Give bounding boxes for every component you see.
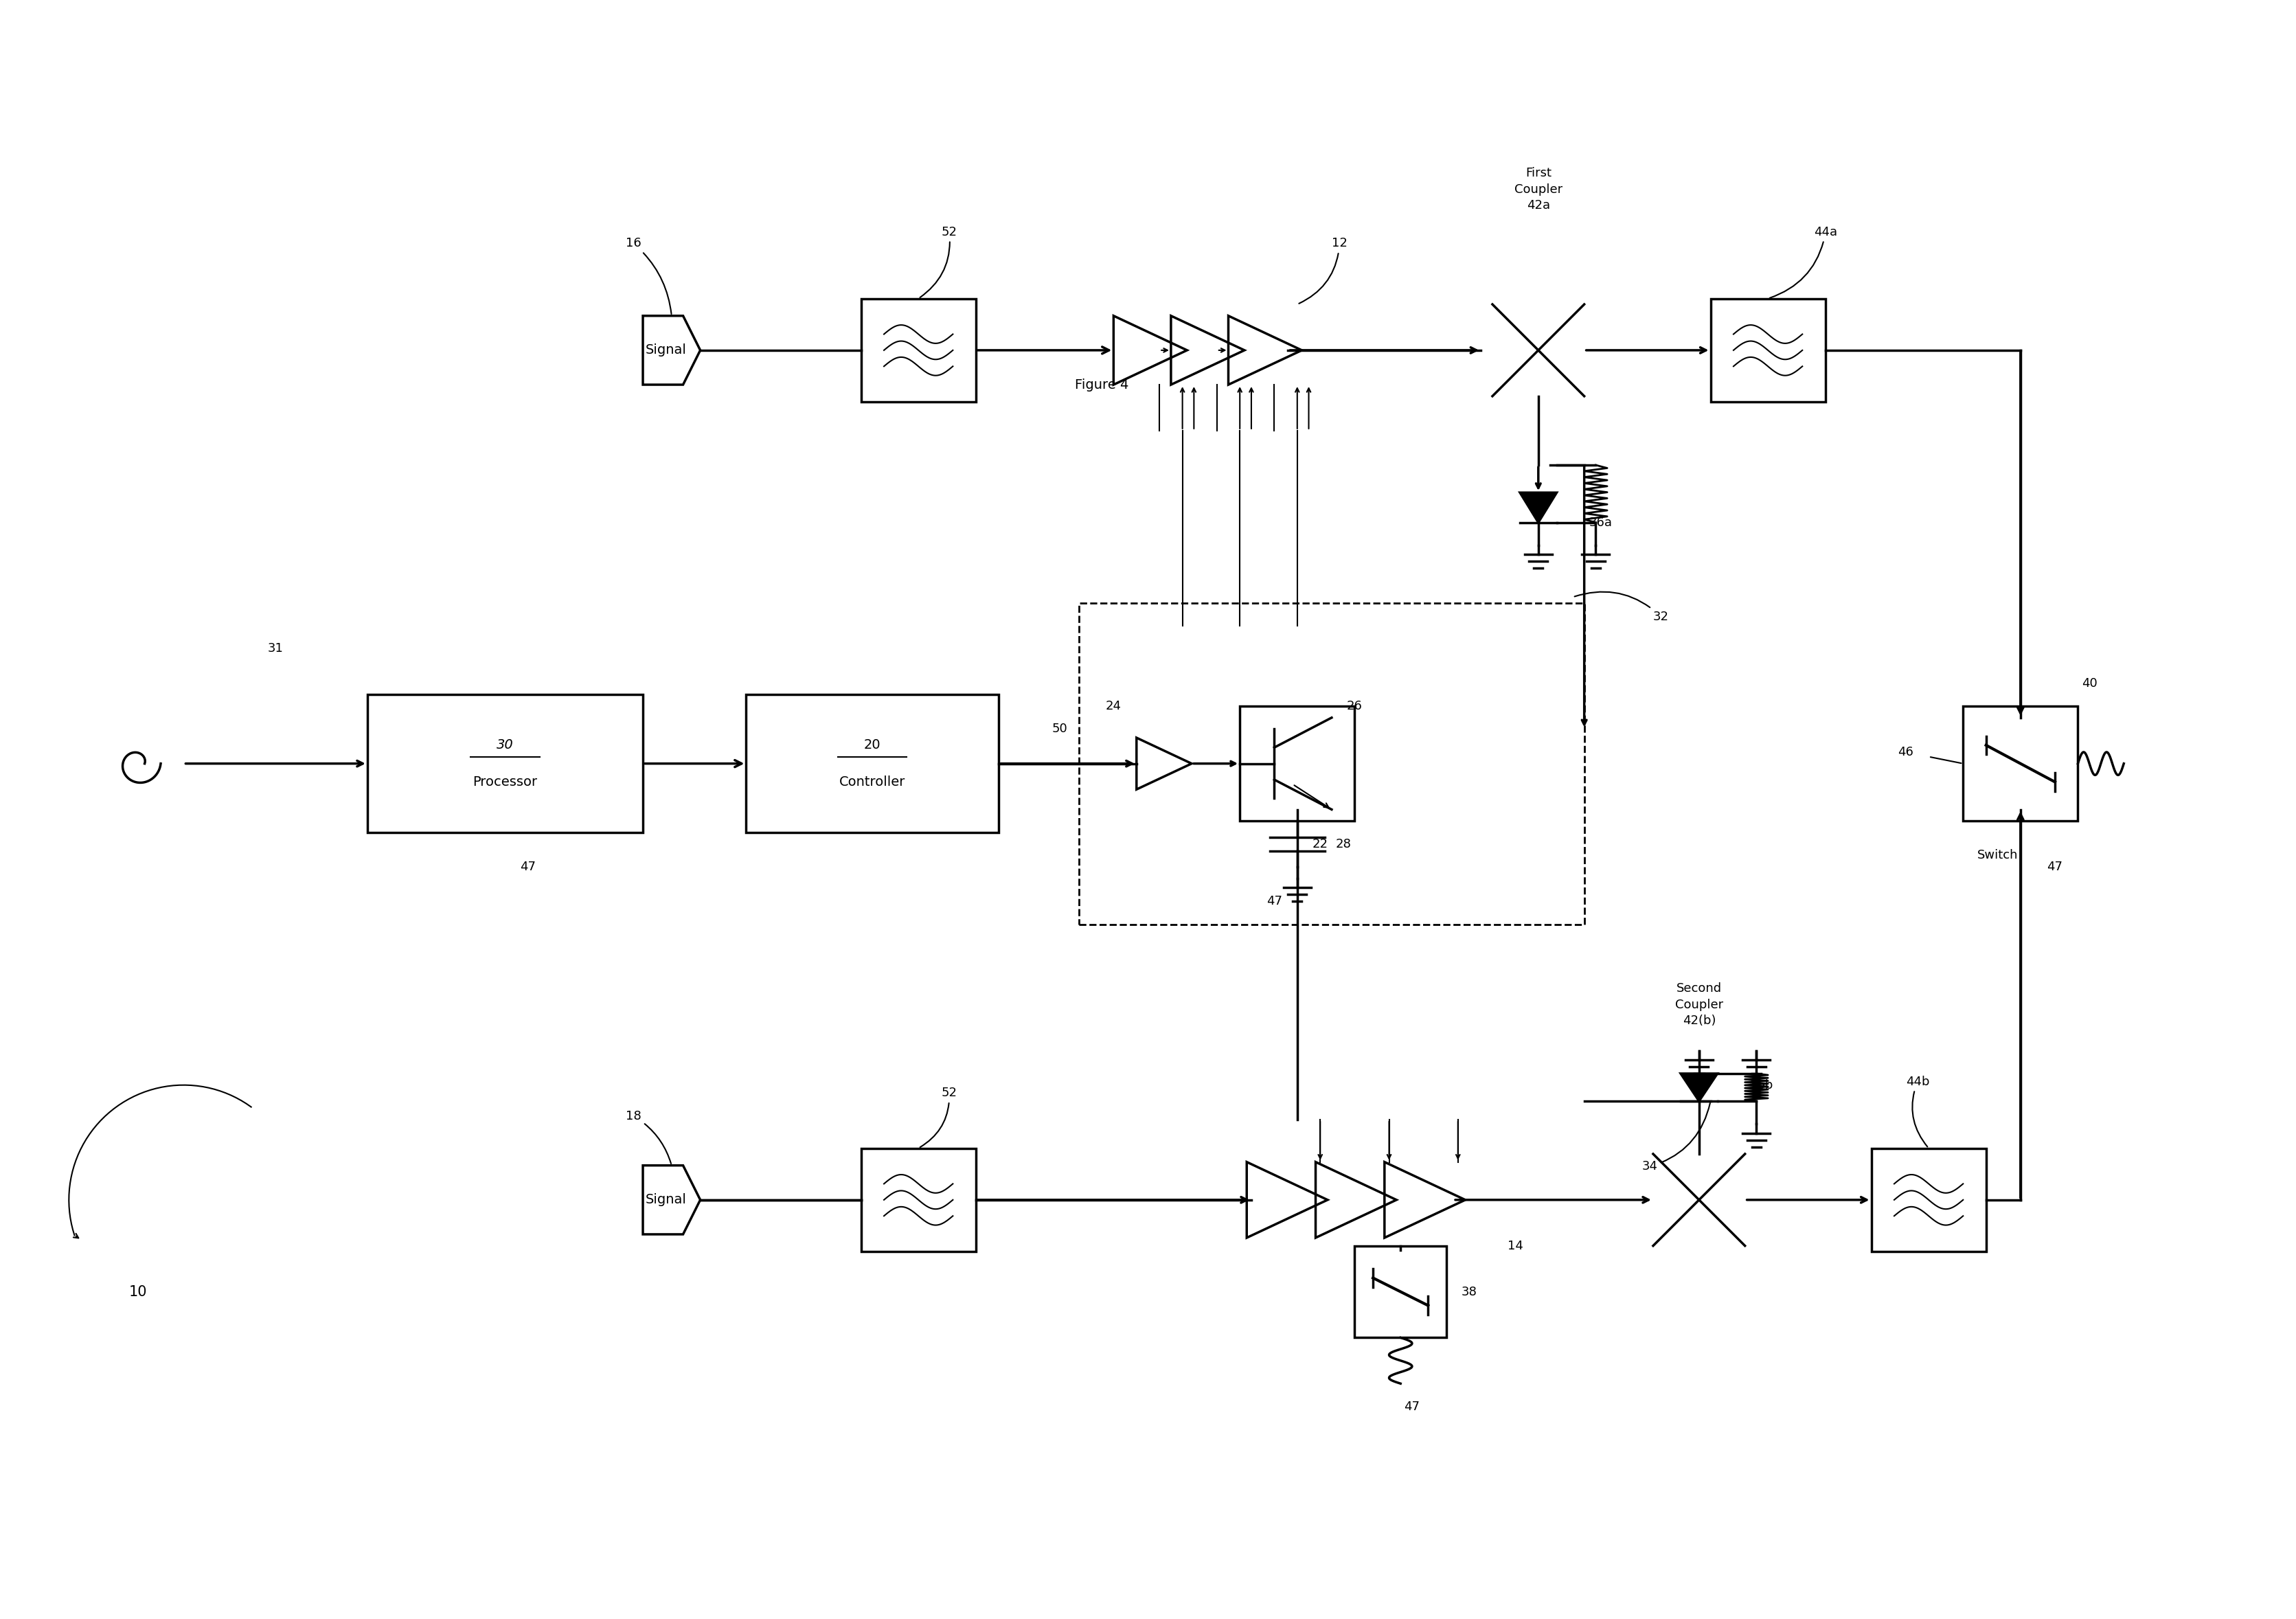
Text: Signal: Signal — [645, 343, 687, 356]
Text: 20: 20 — [863, 738, 882, 751]
Text: 26: 26 — [1348, 699, 1362, 712]
Polygon shape — [643, 316, 700, 385]
Bar — [1711, 298, 1825, 402]
Text: Controller: Controller — [840, 776, 905, 788]
Text: 47: 47 — [521, 861, 535, 873]
Text: Processor: Processor — [473, 776, 537, 788]
Text: 18: 18 — [625, 1111, 670, 1164]
Text: 24: 24 — [1107, 699, 1120, 712]
Text: First
Coupler
42a: First Coupler 42a — [1515, 167, 1561, 212]
Bar — [861, 298, 976, 402]
Text: 30: 30 — [496, 738, 514, 751]
Text: 50: 50 — [1052, 724, 1068, 735]
Bar — [1079, 602, 1584, 924]
Text: 38: 38 — [1463, 1285, 1476, 1298]
Text: 46: 46 — [1899, 746, 1913, 758]
Text: 44b: 44b — [1906, 1075, 1929, 1146]
Text: 10: 10 — [129, 1285, 147, 1298]
Text: 22: 22 — [1313, 837, 1327, 850]
Text: Switch: Switch — [1977, 850, 2018, 861]
Bar — [1963, 706, 2078, 821]
Bar — [746, 695, 999, 832]
Polygon shape — [643, 1166, 700, 1234]
Text: 36b: 36b — [1750, 1078, 1773, 1091]
Text: Signal: Signal — [645, 1193, 687, 1206]
Polygon shape — [1681, 1073, 1717, 1101]
Text: 28: 28 — [1336, 837, 1350, 850]
Text: 47: 47 — [2048, 861, 2062, 873]
Text: 31: 31 — [269, 643, 282, 656]
Text: 12: 12 — [1300, 238, 1348, 303]
Text: 44a: 44a — [1770, 225, 1837, 298]
Polygon shape — [1520, 492, 1557, 523]
Text: 34: 34 — [1642, 1103, 1711, 1172]
Text: Second
Coupler
42(b): Second Coupler 42(b) — [1676, 983, 1722, 1026]
Text: 32: 32 — [1575, 593, 1669, 623]
Text: 47: 47 — [1267, 895, 1281, 908]
Text: 40: 40 — [2082, 677, 2096, 690]
Bar — [1871, 1148, 1986, 1251]
Text: 36a: 36a — [1589, 516, 1612, 529]
Text: 14: 14 — [1508, 1240, 1522, 1251]
Text: Figure 4: Figure 4 — [1075, 379, 1130, 392]
Bar — [861, 1148, 976, 1251]
Text: 16: 16 — [625, 238, 670, 314]
Bar — [1240, 706, 1355, 821]
Bar — [367, 695, 643, 832]
Text: 47: 47 — [1405, 1400, 1419, 1413]
Text: 52: 52 — [921, 225, 957, 298]
Text: 52: 52 — [921, 1086, 957, 1148]
Bar — [1355, 1245, 1446, 1337]
